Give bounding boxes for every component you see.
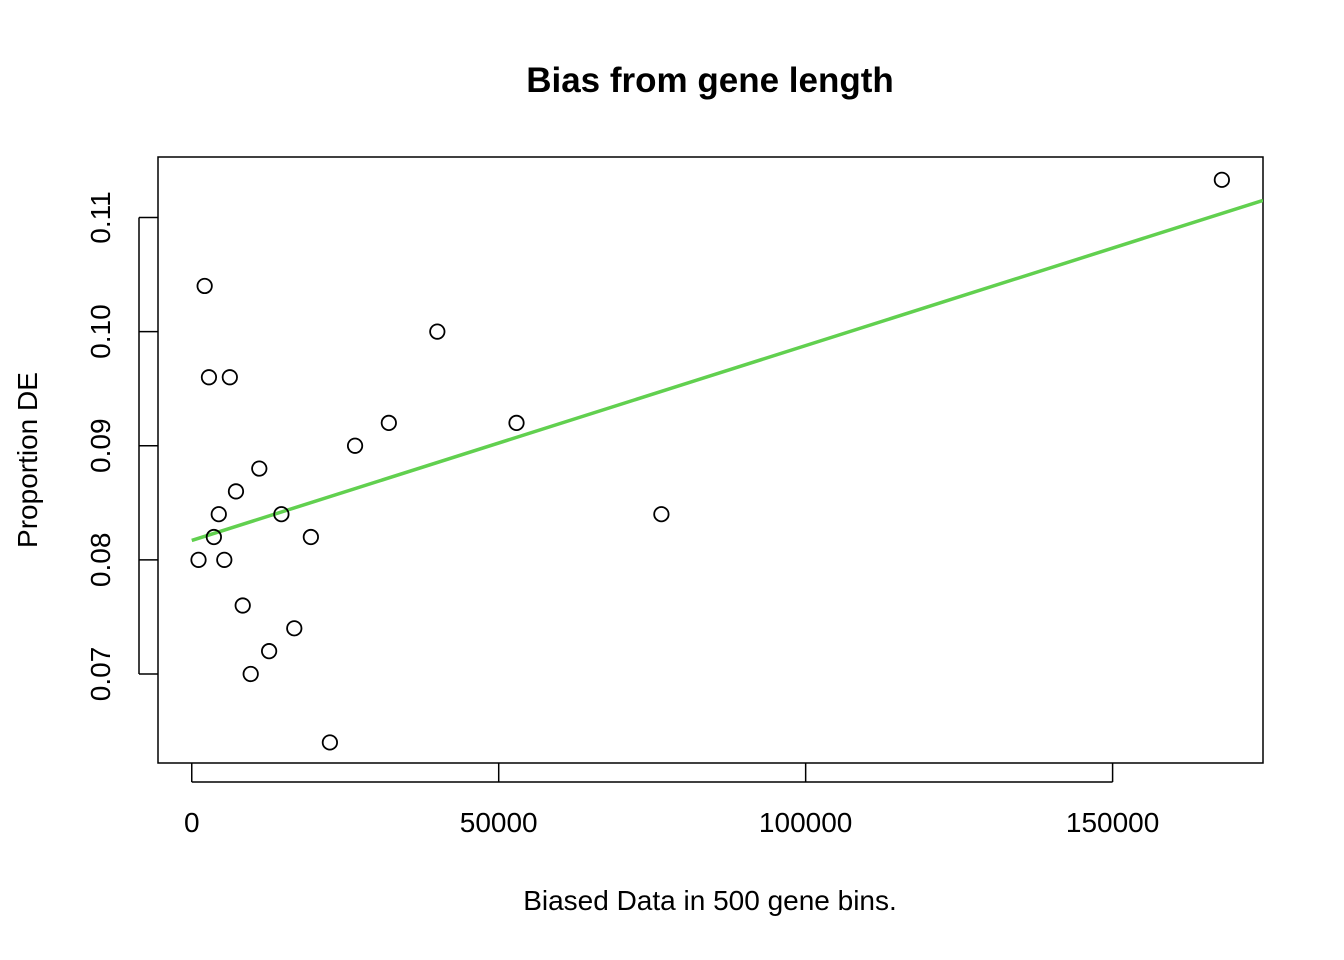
y-tick-label: 0.08 [85, 533, 116, 588]
data-point [227, 483, 245, 500]
points-group [190, 171, 1230, 751]
x-tick-label: 0 [184, 807, 200, 838]
y-tick-label: 0.10 [85, 304, 116, 359]
data-point [196, 277, 213, 295]
data-point [251, 460, 268, 477]
data-point [508, 414, 525, 432]
fit-line [191, 198, 1263, 543]
x-tick-label: 150000 [1066, 807, 1159, 838]
fit-line-group [191, 198, 1263, 543]
data-point [380, 414, 397, 432]
x-tick-label: 100000 [759, 807, 852, 838]
x-tick-label: 50000 [460, 807, 538, 838]
chart-title: Bias from gene length [526, 61, 894, 100]
y-tick-label: 0.11 [85, 191, 116, 243]
data-point [261, 643, 278, 660]
plot-frame [157, 156, 1264, 764]
data-point [205, 528, 222, 546]
data-point [273, 506, 290, 523]
data-point [321, 734, 338, 751]
data-point [242, 665, 259, 683]
data-point [221, 369, 238, 386]
data-point [216, 551, 233, 568]
data-point [210, 506, 227, 523]
y-tick-label: 0.09 [85, 418, 116, 473]
data-point [346, 437, 364, 454]
x-axis: 0 50000 100000 150000 [184, 763, 1159, 838]
data-point [200, 369, 218, 386]
data-point [429, 323, 446, 340]
y-tick-label: 0.07 [85, 647, 116, 702]
data-point [190, 551, 207, 568]
data-point [302, 528, 319, 546]
x-axis-label: Biased Data in 500 gene bins. [523, 885, 897, 916]
data-point [286, 620, 303, 637]
data-point [234, 597, 251, 614]
data-point [653, 506, 670, 523]
y-axis: 0.07 0.08 0.09 0.10 0.11 [85, 191, 158, 701]
data-point [1213, 171, 1230, 188]
y-axis-label: Proportion DE [12, 372, 43, 548]
